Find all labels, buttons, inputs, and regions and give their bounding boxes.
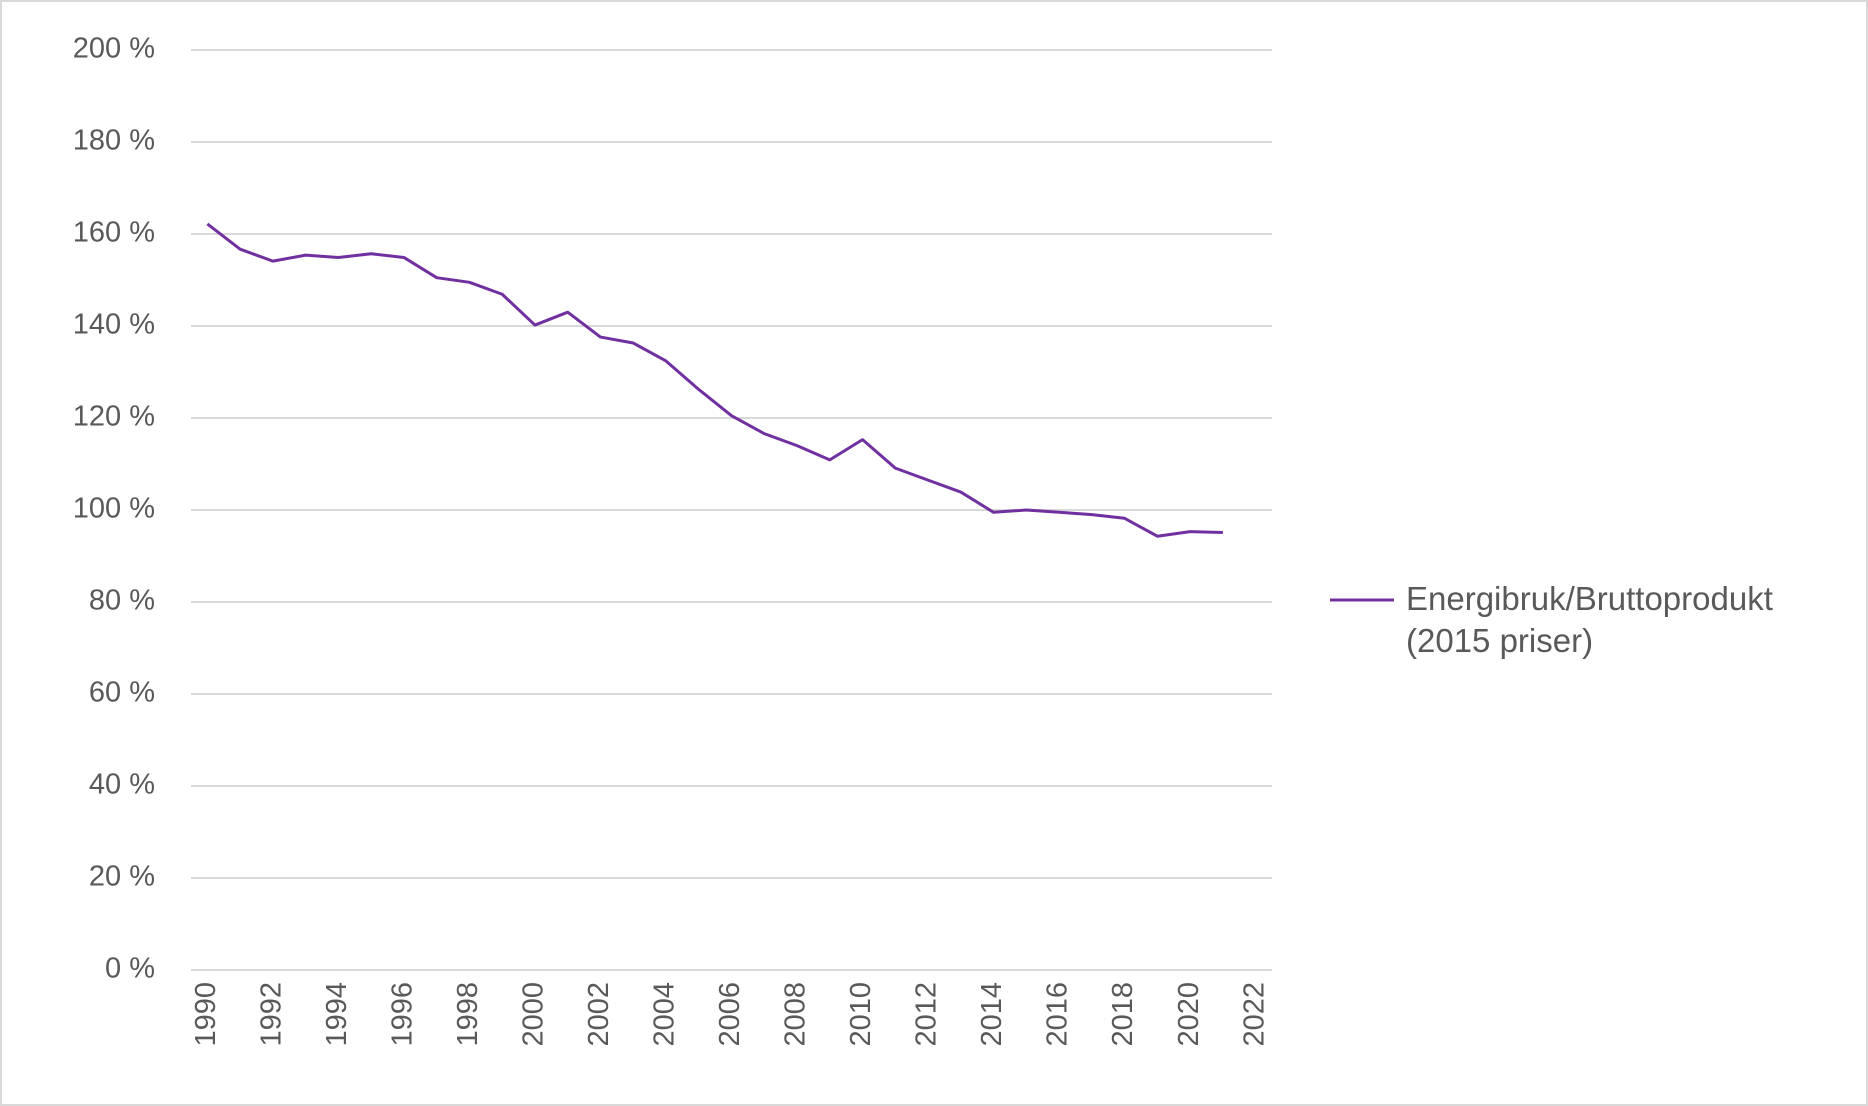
y-tick-label: 60 %: [89, 677, 155, 709]
y-tick-label: 0 %: [105, 953, 155, 985]
x-tick-label: 2022: [1238, 982, 1270, 1047]
x-tick-label: 2010: [845, 982, 877, 1047]
x-tick-label: 2004: [649, 982, 681, 1047]
y-tick-label: 120 %: [73, 401, 155, 433]
x-tick-label: 2008: [780, 982, 812, 1047]
y-tick-label: 80 %: [89, 585, 155, 617]
x-tick-label: 2018: [1107, 982, 1139, 1047]
x-tick-label: 2014: [976, 982, 1008, 1047]
x-tick-label: 2000: [518, 982, 550, 1047]
x-tick-label: 2006: [714, 982, 746, 1047]
y-tick-label: 160 %: [73, 217, 155, 249]
x-tick-label: 1994: [321, 982, 353, 1047]
x-tick-label: 1996: [387, 982, 419, 1047]
x-tick-label: 2002: [583, 982, 615, 1047]
y-tick-label: 180 %: [73, 125, 155, 157]
y-tick-label: 200 %: [73, 33, 155, 65]
data-line: [206, 222, 1223, 538]
x-tick-label: 1992: [256, 982, 288, 1047]
x-tick-label: 2020: [1173, 982, 1205, 1047]
x-tick-label: 2016: [1042, 982, 1074, 1047]
legend-label: Energibruk/Bruttoprodukt (2015 priser): [1406, 580, 1773, 659]
y-tick-label: 140 %: [73, 309, 155, 341]
x-tick-label: 1998: [452, 982, 484, 1047]
y-tick-label: 40 %: [89, 769, 155, 801]
y-tick-label: 20 %: [89, 861, 155, 893]
x-tick-label: 1990: [190, 982, 222, 1047]
y-tick-label: 100 %: [73, 493, 155, 525]
x-tick-label: 2012: [911, 982, 943, 1047]
